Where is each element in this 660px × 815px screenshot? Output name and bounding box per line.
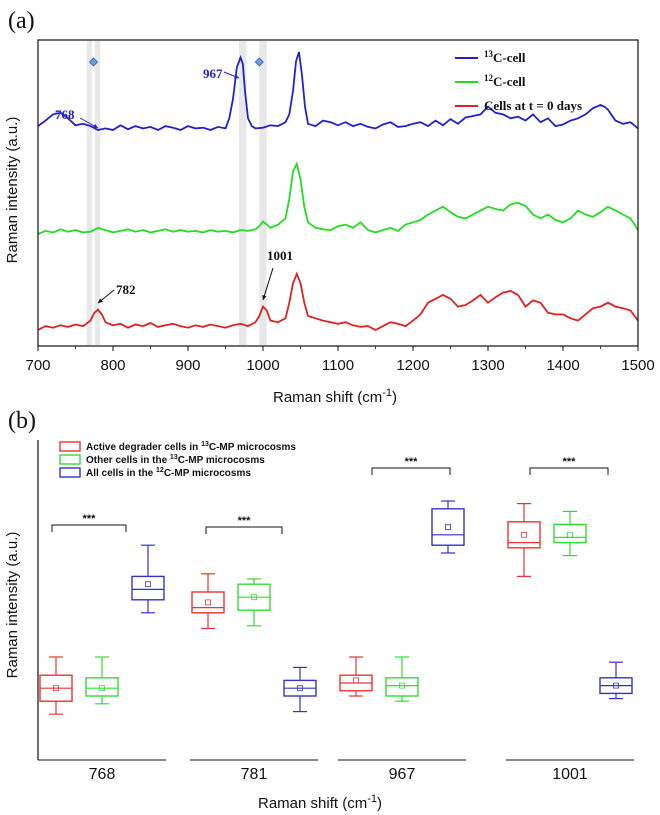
panel-a-label: (a) [8, 8, 35, 34]
x-tick-label-1300: 1300 [471, 357, 504, 374]
box-mean-marker [99, 685, 105, 692]
box-1001-1 [553, 523, 587, 544]
peak-annotation-768: 768 [55, 107, 75, 122]
box-967-2 [431, 508, 465, 546]
x-tick-label-1100: 1100 [322, 357, 354, 374]
highlight-band-1 [95, 41, 101, 345]
box-mean-marker [445, 524, 451, 530]
panel-b-y-axis-label: Raman intensity (a.u.) [4, 532, 21, 679]
panel-a-x-axis-label: Raman shift (cm-1) [273, 387, 397, 406]
box-768-1 [85, 677, 119, 697]
x-tick-label-900: 900 [175, 357, 200, 374]
peak-annotation-782: 782 [116, 282, 136, 297]
legend-swatch-b-1 [59, 454, 81, 465]
panel-a-legend: 13C-cell 12C-cell Cells at t = 0 days [455, 49, 582, 113]
annotation-arrowhead-icon [98, 298, 103, 303]
band-marker-icon [88, 57, 99, 67]
box-mean-marker [353, 677, 359, 684]
peak-annotation-967: 967 [203, 66, 223, 81]
box-1001-0 [507, 521, 541, 549]
panel-a-frame [37, 39, 639, 347]
significance-label: *** [83, 513, 97, 525]
panel-b-x-axis-label: Raman shift (cm-1) [258, 793, 382, 812]
x-tick-label-700: 700 [25, 357, 50, 374]
highlight-band-2 [239, 41, 247, 345]
legend-entry-b-1: Other cells in the 13C-MP microcosms [86, 454, 265, 466]
box-768-2 [131, 575, 165, 601]
x-tick-label-1200: 1200 [396, 357, 429, 374]
category-label-967: 967 [389, 766, 416, 783]
box-mean-marker [399, 682, 405, 689]
box-mean-marker [251, 594, 257, 601]
panel-b-legend: Active degrader cells in 13C-MP microcos… [59, 441, 296, 479]
box-mean-marker [521, 531, 527, 538]
annotation-arrowhead-icon [93, 123, 98, 128]
significance-bracket-1 [205, 526, 283, 534]
x-tick-label-1500: 1500 [621, 357, 654, 374]
band-marker-icon [254, 57, 264, 67]
legend-entry-0: 13C-cell [484, 49, 526, 65]
annotation-arrowhead-icon [262, 295, 267, 300]
x-tick-label-1000: 1000 [246, 357, 279, 374]
panel-b-label: (b) [8, 408, 36, 434]
significance-label: *** [238, 515, 252, 527]
box-mean-marker [145, 581, 151, 588]
x-tick-label-1400: 1400 [546, 357, 579, 374]
legend-swatch-b-0 [59, 441, 81, 452]
legend-swatch-b-2 [59, 467, 81, 478]
panel-a-x-ticks: 700 800 900 1000 1100 1200 1300 1400 1500 [25, 346, 655, 374]
spectrum-line-0 [37, 51, 639, 131]
box-mean-marker [297, 685, 303, 692]
legend-entry-1: 12C-cell [484, 73, 526, 89]
highlight-band-0 [86, 41, 92, 345]
significance-bracket-3 [529, 467, 609, 475]
legend-entry-b-2: All cells in the 12C-MP microcosms [86, 467, 251, 479]
category-label-1001: 1001 [552, 766, 588, 783]
peak-annotation-1001: 1001 [267, 248, 293, 263]
significance-label: *** [405, 456, 419, 468]
box-781-0 [191, 591, 225, 614]
box-mean-marker [567, 531, 573, 538]
panel-b-plot: 768 781 967 1001 *** *** *** *** [38, 456, 634, 783]
spectrum-line-2 [37, 271, 639, 332]
highlight-band-3 [259, 41, 267, 345]
box-mean-marker [613, 682, 619, 689]
legend-entry-2: Cells at t = 0 days [484, 98, 582, 113]
box-mean-marker [53, 685, 59, 692]
panel-a-plot: 768 967 782 1001 [37, 41, 639, 345]
panel-a-y-axis-label: Raman intensity (a.u.) [4, 117, 21, 264]
significance-bracket-2 [371, 467, 451, 475]
box-967-1 [385, 677, 419, 697]
category-label-768: 768 [89, 766, 116, 783]
annotation-arrow-line [262, 267, 274, 301]
category-label-781: 781 [241, 766, 268, 783]
x-tick-label-800: 800 [100, 357, 125, 374]
annotation-arrowhead-icon [234, 74, 239, 79]
significance-label: *** [563, 456, 577, 468]
legend-entry-b-0: Active degrader cells in 13C-MP microcos… [86, 441, 296, 453]
box-mean-marker [205, 599, 211, 606]
spectrum-line-1 [37, 161, 639, 235]
significance-bracket-0 [51, 524, 127, 532]
